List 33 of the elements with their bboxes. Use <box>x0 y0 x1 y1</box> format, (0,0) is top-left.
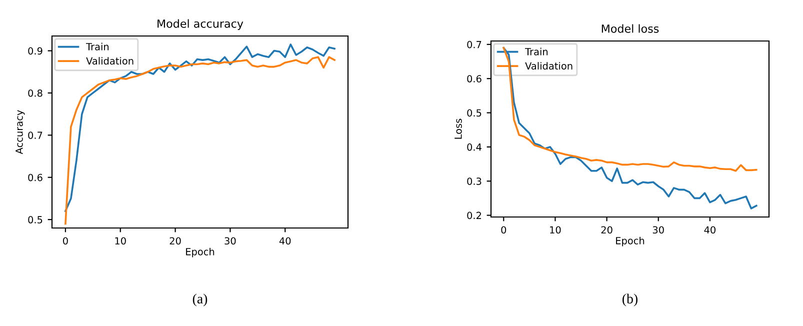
y-tick-label: 0.2 <box>467 212 481 220</box>
x-axis-title: Epoch <box>186 248 214 258</box>
y-axis-title: Accuracy <box>16 110 25 154</box>
x-tick-label: 40 <box>704 226 716 234</box>
legend-label: Train <box>86 42 109 50</box>
x-tick-label: 30 <box>224 237 236 245</box>
text: (b) <box>622 294 638 306</box>
legend-label: Validation <box>86 57 134 65</box>
y-tick-label: 0.8 <box>28 89 42 97</box>
y-tick-label: 0.7 <box>28 132 42 139</box>
legend-label: Validation <box>525 62 572 70</box>
legend-label: Train <box>525 48 548 56</box>
chart-title: Model loss <box>602 24 659 33</box>
y-tick-label: 0.7 <box>467 40 482 48</box>
x-tick-label: 0 <box>501 226 506 234</box>
x-tick-label: 40 <box>279 237 291 245</box>
x-tick-label: 0 <box>63 237 68 245</box>
x-tick-label: 10 <box>550 226 561 234</box>
x-axis-title: Epoch <box>616 236 644 246</box>
y-tick-label: 0.4 <box>467 143 482 151</box>
y-tick-label: 0.6 <box>467 75 482 82</box>
y-tick-label: 0.5 <box>28 216 42 224</box>
y-tick-label: 0.3 <box>467 178 482 185</box>
x-tick-label: 20 <box>601 226 612 234</box>
chart-title: Model accuracy <box>158 19 244 30</box>
text: (a) <box>192 294 208 306</box>
y-tick-label: 0.9 <box>28 47 42 55</box>
y-axis-title: Loss <box>454 118 462 139</box>
y-tick-label: 0.5 <box>467 109 482 117</box>
x-tick-label: 20 <box>170 237 181 245</box>
x-tick-label: 30 <box>652 226 664 234</box>
x-tick-label: 10 <box>115 237 126 245</box>
y-tick-label: 0.6 <box>28 174 42 182</box>
